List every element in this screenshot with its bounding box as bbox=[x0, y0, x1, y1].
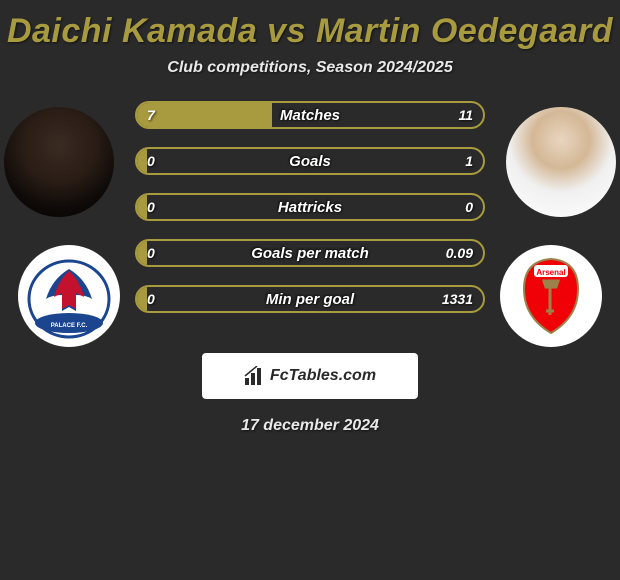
footer-date: 17 december 2024 bbox=[0, 399, 620, 435]
watermark: FcTables.com bbox=[202, 353, 418, 399]
arsenal-crest-icon: Arsenal bbox=[506, 251, 596, 341]
player-left-face bbox=[4, 107, 114, 217]
stat-row: 0Goals1 bbox=[135, 147, 485, 175]
svg-text:Arsenal: Arsenal bbox=[536, 268, 565, 277]
stat-row: 0Hattricks0 bbox=[135, 193, 485, 221]
stat-value-right: 11 bbox=[458, 103, 473, 127]
comparison-infographic: Daichi Kamada vs Martin Oedegaard Club c… bbox=[0, 0, 620, 435]
watermark-text: FcTables.com bbox=[270, 367, 376, 385]
stat-value-right: 0 bbox=[465, 195, 473, 219]
club-right-logo: Arsenal bbox=[500, 245, 602, 347]
player-right-avatar bbox=[506, 107, 616, 217]
comparison-area: PALACE F.C. Arsenal 7Matches110Goals10Ha… bbox=[0, 101, 620, 341]
svg-text:PALACE F.C.: PALACE F.C. bbox=[51, 323, 88, 329]
stat-label: Min per goal bbox=[137, 287, 483, 311]
crystal-palace-crest-icon: PALACE F.C. bbox=[24, 251, 114, 341]
page-subtitle: Club competitions, Season 2024/2025 bbox=[0, 59, 620, 101]
chart-icon bbox=[244, 366, 266, 386]
stat-value-right: 1 bbox=[465, 149, 473, 173]
player-left-avatar bbox=[4, 107, 114, 217]
stat-label: Goals bbox=[137, 149, 483, 173]
stat-rows: 7Matches110Goals10Hattricks00Goals per m… bbox=[135, 101, 485, 331]
club-left-logo: PALACE F.C. bbox=[18, 245, 120, 347]
stat-label: Hattricks bbox=[137, 195, 483, 219]
stat-row: 7Matches11 bbox=[135, 101, 485, 129]
player-right-face bbox=[506, 107, 616, 217]
stat-row: 0Goals per match0.09 bbox=[135, 239, 485, 267]
stat-value-right: 0.09 bbox=[446, 241, 473, 265]
stat-label: Matches bbox=[137, 103, 483, 127]
stat-label: Goals per match bbox=[137, 241, 483, 265]
page-title: Daichi Kamada vs Martin Oedegaard bbox=[0, 0, 620, 59]
stat-value-right: 1331 bbox=[442, 287, 473, 311]
stat-row: 0Min per goal1331 bbox=[135, 285, 485, 313]
